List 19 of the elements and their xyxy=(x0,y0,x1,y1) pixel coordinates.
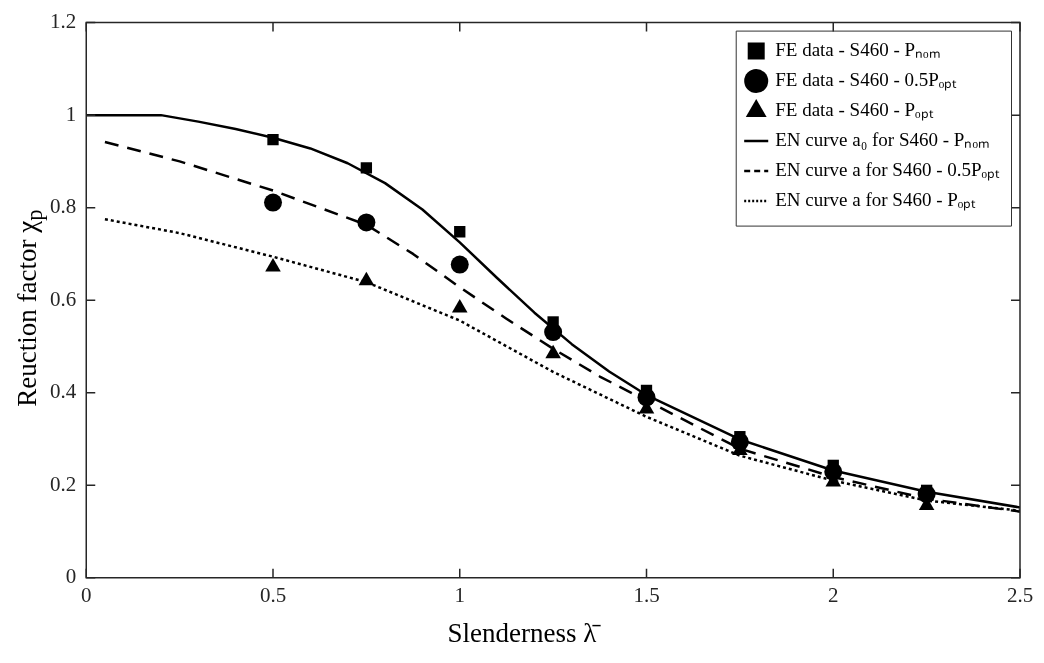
x-tick-label: 2 xyxy=(828,582,839,607)
legend-label: FE data - S460 - Pₙₒₘ xyxy=(775,39,941,61)
legend-label: EN curve a for S460 - 0.5Pₒₚₜ xyxy=(775,159,1000,182)
legend-label: FE data - S460 - Pₒₚₜ xyxy=(775,99,934,122)
x-tick-label: 2.5 xyxy=(1006,582,1034,607)
x-axis-title: Slenderness λ̄ xyxy=(446,618,602,649)
legend-label: EN curve a for S460 - Pₒₚₜ xyxy=(775,189,977,212)
y-tick-label: 1.2 xyxy=(50,9,77,34)
y-tick-label: 0.2 xyxy=(50,471,77,496)
y-tick-label: 1 xyxy=(65,101,77,126)
y-tick-label: 0 xyxy=(65,564,77,589)
x-tick-label: 1.5 xyxy=(633,582,660,607)
x-tick-label: 1 xyxy=(454,582,465,607)
y-tick-label: 0.4 xyxy=(50,379,77,404)
x-tick-label: 0.5 xyxy=(259,582,287,607)
legend-label: FE data - S460 - 0.5Pₒₚₜ xyxy=(775,69,958,92)
legend-label: EN curve a₀ for S460 - Pₙₒₘ xyxy=(775,129,990,151)
y-tick-label: 0.8 xyxy=(50,194,77,219)
y-tick-label: 0.6 xyxy=(50,286,77,311)
